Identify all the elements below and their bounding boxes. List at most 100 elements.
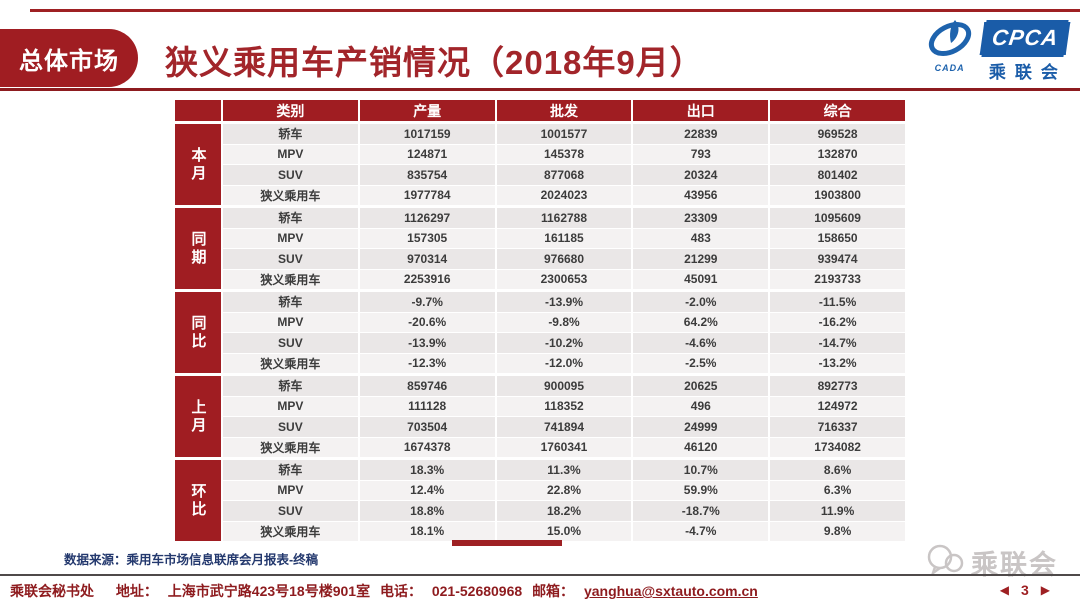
table-cell: 483 (633, 228, 769, 248)
table-body: 本月 轿车 1017159 1001577 22839 969528 MPV 124871 14… (175, 124, 905, 541)
section-tag: 总体市场 (0, 29, 138, 87)
top-accent-line (30, 9, 1080, 12)
table-group-block: 环比 轿车 18.3% 11.3% 10.7% 8.6% MPV 12.4% 22.8% 59.9… (175, 460, 905, 541)
table-cell: -18.7% (633, 501, 769, 521)
watermark: 乘联会 (925, 543, 1058, 582)
table-cell: 900095 (496, 376, 632, 396)
table-cell: 124871 (359, 144, 495, 164)
table-row-category: 轿车 (223, 376, 358, 396)
table-column-header: 类别 (223, 100, 358, 121)
table-cell: 703504 (359, 417, 495, 437)
table-cell: -12.3% (359, 353, 495, 373)
table-cell: 2024023 (496, 185, 632, 205)
table-row-category: 狭义乘用车 (223, 353, 358, 373)
table-cell: -11.5% (770, 292, 905, 312)
table-cell: 1095609 (770, 208, 905, 228)
table-cell: 1001577 (496, 124, 632, 144)
table-column-header: 产量 (359, 100, 495, 121)
table-cell: 22839 (633, 124, 769, 144)
table-row-category: SUV (223, 333, 358, 353)
table-cell: 970314 (359, 249, 495, 269)
table-row-category: 轿车 (223, 208, 358, 228)
table-cell: -2.0% (633, 292, 769, 312)
table-column-header: 出口 (633, 100, 769, 121)
table-cell: 859746 (359, 376, 495, 396)
table-cell: 793 (633, 144, 769, 164)
table-cell: 12.4% (359, 480, 495, 500)
table-cell: 877068 (496, 165, 632, 185)
table-cell: -9.8% (496, 312, 632, 332)
source-note: 数据来源：乘用车市场信息联席会月报表-终稿 (64, 553, 319, 567)
table-row-category: 轿车 (223, 460, 358, 480)
table-cell: 892773 (770, 376, 905, 396)
table-cell: 1903800 (770, 185, 905, 205)
page-number: 3 (1020, 582, 1029, 598)
table-group-label: 同比 (175, 292, 221, 373)
watermark-label: 乘联会 (971, 550, 1058, 580)
table-cell: 124972 (770, 396, 905, 416)
next-page-icon[interactable]: ▶ (1040, 583, 1050, 597)
table-cell: -9.7% (359, 292, 495, 312)
table-cell: 1126297 (359, 208, 495, 228)
table-row-category: 狭义乘用车 (223, 269, 358, 289)
section-tag-label: 总体市场 (19, 47, 119, 75)
table-group-block: 本月 轿车 1017159 1001577 22839 969528 MPV 124871 14… (175, 124, 905, 205)
bottom-accent-bar (452, 540, 562, 546)
table-cell: 6.3% (770, 480, 905, 500)
table-cell: -4.6% (633, 333, 769, 353)
table-row-category: 狭义乘用车 (223, 521, 358, 541)
logo-swoosh-wrap: CADA (922, 16, 978, 73)
table-cell: 18.3% (359, 460, 495, 480)
table-cell: 111128 (359, 396, 495, 416)
logo-text-block: CPCA 乘联会 (979, 22, 1071, 83)
table-cell: 59.9% (633, 480, 769, 500)
table-cell: 24999 (633, 417, 769, 437)
table-column-header: 综合 (770, 100, 905, 121)
table-cell: 1734082 (770, 437, 905, 457)
table-cell: 976680 (496, 249, 632, 269)
table-group-label: 同期 (175, 208, 221, 289)
production-sales-table: 类别 产量 批发 出口 综合 本月 轿车 1017159 1001577 22839 969528… (175, 100, 905, 541)
table-cell: -4.7% (633, 521, 769, 541)
footer-email-link[interactable]: yanghua@sxtauto.com.cn (583, 583, 758, 599)
table-cell: 8.6% (770, 460, 905, 480)
table-cell: -14.7% (770, 333, 905, 353)
table-group-block: 同期 轿车 1126297 1162788 23309 1095609 MPV 157305 1… (175, 208, 905, 289)
table-row-category: 狭义乘用车 (223, 185, 358, 205)
table-cell: 45091 (633, 269, 769, 289)
table-group-label: 上月 (175, 376, 221, 457)
table-cell: 835754 (359, 165, 495, 185)
pagination: ◀ 3 ▶ (1000, 582, 1050, 598)
table-cell: 801402 (770, 165, 905, 185)
table-cell: 741894 (496, 417, 632, 437)
logo-cpca-text: CPCA (979, 22, 1071, 55)
logo-cada-text: CADA (934, 63, 965, 73)
table-cell: -16.2% (770, 312, 905, 332)
table-cell: 716337 (770, 417, 905, 437)
table-row-category: MPV (223, 144, 358, 164)
table-cell: 46120 (633, 437, 769, 457)
table-cell: 20625 (633, 376, 769, 396)
footer-address-label: 地址： (115, 583, 158, 599)
table-cell: -13.9% (359, 333, 495, 353)
table-cell: 161185 (496, 228, 632, 248)
footer-phone: 021-52680968 (431, 583, 523, 599)
table-cell: -13.2% (770, 353, 905, 373)
cpca-logo: CADA CPCA 乘联会 (922, 16, 1071, 83)
table-row-category: SUV (223, 165, 358, 185)
footer-email-label: 邮箱： (532, 583, 575, 599)
table-cell: 118352 (496, 396, 632, 416)
table-cell: 1674378 (359, 437, 495, 457)
table-cell: 11.3% (496, 460, 632, 480)
table-cell: -12.0% (496, 353, 632, 373)
table-header-row: 类别 产量 批发 出口 综合 (175, 100, 905, 121)
table-cell: 22.8% (496, 480, 632, 500)
prev-page-icon[interactable]: ◀ (999, 583, 1009, 597)
table-cell: 10.7% (633, 460, 769, 480)
footer-divider (0, 574, 1080, 576)
table-cell: -13.9% (496, 292, 632, 312)
table-cell: 9.8% (770, 521, 905, 541)
table-row-category: SUV (223, 501, 358, 521)
table-group-label: 环比 (175, 460, 221, 541)
table-cell: 157305 (359, 228, 495, 248)
